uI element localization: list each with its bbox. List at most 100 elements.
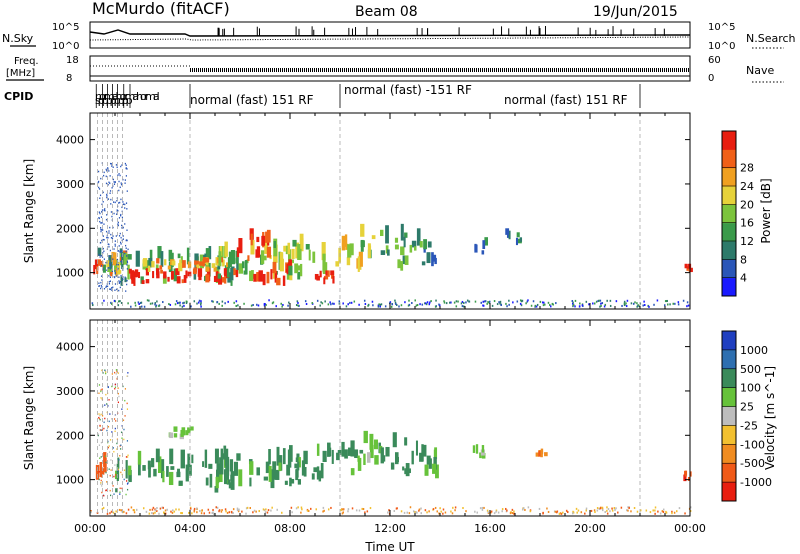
power-scatter-pixel — [367, 303, 370, 306]
power-scatter-pixel — [663, 304, 666, 307]
noise-search-label: N.Search — [746, 32, 796, 45]
velocity-scatter-pixel — [300, 506, 303, 509]
velocity-echo-cell — [191, 454, 194, 464]
power-echo-cell — [270, 269, 273, 280]
power-scatter-pixel — [134, 304, 137, 307]
power-scatter-pixel — [178, 301, 180, 304]
velocity-scatter-pixel — [506, 509, 508, 512]
power-echo-cell — [505, 228, 510, 235]
velocity-scatter-pixel — [224, 508, 227, 511]
velocity-scatter-pixel — [104, 455, 107, 458]
power-echo-cell — [689, 267, 693, 273]
power-scatter-pixel — [121, 227, 123, 229]
velocity-echo-cell — [354, 449, 359, 459]
velocity-echo-cell — [169, 432, 174, 439]
power-scatter-pixel — [424, 302, 426, 305]
velocity-scatter-pixel — [105, 393, 107, 396]
power-scatter-pixel — [450, 301, 452, 304]
velocity-echo-cell — [385, 446, 390, 457]
power-echo-cell — [223, 268, 227, 275]
velocity-scatter-pixel — [596, 509, 599, 512]
power-scatter-pixel — [224, 302, 226, 305]
power-scatter-pixel — [287, 304, 289, 307]
velocity-echo-cell — [128, 474, 132, 482]
power-echo-cell — [397, 259, 401, 269]
velocity-echoes — [90, 369, 692, 515]
velocity-scatter-pixel — [90, 511, 92, 514]
power-scatter-pixel — [579, 302, 581, 305]
power-scatter-pixel — [237, 304, 239, 307]
power-scatter-pixel — [120, 260, 122, 263]
velocity-echo-cell — [236, 453, 241, 461]
power-echo-cell — [323, 277, 326, 285]
velocity-scatter-pixel — [654, 509, 656, 512]
velocity-scatter-pixel — [276, 508, 278, 511]
power-scatter-pixel — [252, 303, 254, 306]
power-scatter-pixel — [124, 252, 126, 255]
power-scatter-pixel — [519, 302, 522, 305]
x-axis-label: Time UT — [364, 540, 415, 554]
power-scatter-pixel — [572, 305, 574, 308]
velocity-echo-cell — [350, 468, 355, 476]
velocity-scatter-pixel — [546, 507, 548, 510]
velocity-scatter-pixel — [226, 511, 229, 514]
power-scatter-pixel — [243, 302, 245, 305]
velocity-echo-cell — [220, 448, 224, 463]
power-scatter-pixel — [624, 303, 626, 306]
power-scatter-pixel — [536, 303, 539, 306]
power-echo-cell — [213, 266, 217, 272]
power-scatter-pixel — [516, 300, 519, 303]
power-scatter-pixel — [327, 303, 330, 306]
power-echo-cell — [178, 263, 183, 272]
velocity-scatter-pixel — [673, 511, 676, 514]
power-scatter-pixel — [111, 165, 113, 167]
velocity-scatter-pixel — [98, 392, 100, 395]
velocity-scatter-pixel — [264, 511, 267, 514]
velocity-scatter-pixel — [100, 390, 102, 393]
power-echo-cell — [367, 243, 371, 259]
colorbar-tick-label: 4 — [740, 272, 747, 285]
power-echo-cell — [481, 250, 485, 255]
power-echo-cell — [335, 261, 340, 267]
power-scatter-pixel — [125, 164, 127, 167]
power-scatter-pixel — [99, 256, 101, 258]
velocity-echo-cell — [331, 449, 334, 464]
velocity-scatter-pixel — [510, 511, 512, 514]
velocity-echo-cell — [419, 452, 423, 462]
velocity-scatter-pixel — [126, 408, 129, 410]
velocity-scatter-pixel — [665, 510, 667, 513]
power-echo-cell — [285, 245, 289, 255]
velocity-scatter-pixel — [105, 489, 107, 491]
velocity-scatter-pixel — [117, 372, 119, 374]
power-scatter-pixel — [212, 300, 214, 303]
power-scatter-pixel — [686, 301, 689, 304]
power-scatter-pixel — [609, 304, 612, 307]
power-echo-cell — [246, 259, 249, 264]
power-scatter-pixel — [288, 301, 290, 304]
velocity-scatter-pixel — [116, 442, 118, 445]
velocity-scatter-pixel — [513, 512, 515, 515]
velocity-scatter-pixel — [98, 416, 100, 419]
power-scatter-pixel — [116, 288, 118, 291]
velocity-time-markers — [97, 320, 641, 516]
velocity-scatter-pixel — [585, 509, 587, 512]
velocity-scatter-pixel — [189, 507, 192, 510]
power-scatter-pixel — [455, 305, 458, 308]
power-scatter-pixel — [98, 186, 100, 189]
power-scatter-pixel — [677, 301, 680, 304]
power-scatter-pixel — [108, 281, 110, 283]
velocity-scatter-pixel — [127, 508, 130, 511]
power-scatter-pixel — [520, 304, 523, 307]
velocity-scatter-pixel — [101, 388, 103, 390]
power-scatter-pixel — [121, 224, 123, 227]
power-scatter-pixel — [378, 303, 380, 306]
power-scatter-pixel — [102, 200, 104, 203]
power-scatter-pixel — [394, 299, 396, 302]
power-echo-cell — [265, 231, 269, 243]
power-scatter-pixel — [174, 303, 177, 306]
power-scatter-pixel — [499, 300, 502, 303]
power-echo-cell — [385, 225, 389, 244]
power-scatter-pixel — [168, 303, 170, 306]
power-scatter-pixel — [581, 304, 584, 307]
power-scatter-pixel — [119, 251, 121, 253]
